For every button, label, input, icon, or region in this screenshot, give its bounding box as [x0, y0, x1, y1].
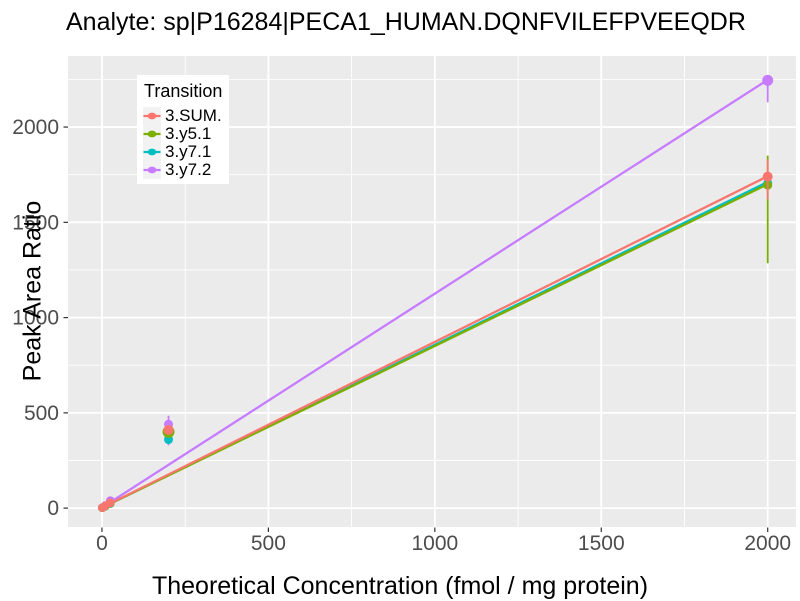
- x-tick-label: 2000: [744, 532, 791, 555]
- y-axis-title: Peak Area Ratio: [18, 200, 47, 382]
- y-tick-label: 2000: [12, 116, 59, 139]
- legend-box: Transition 3.SUM. 3.y5.1 3.y7.1 3.y7.2: [137, 75, 230, 184]
- chart-title: Analyte: sp|P16284|PECA1_HUMAN.DQNFVILEF…: [66, 8, 746, 36]
- major-gridlines: [68, 56, 796, 527]
- series-line-3.SUM.: [101, 175, 769, 509]
- y-tick-label: 1000: [12, 307, 59, 330]
- data-point-3.SUM.: [762, 171, 773, 182]
- legend-key-glyph: [143, 161, 161, 179]
- data-point-3.SUM.: [105, 498, 115, 508]
- x-axis-title: Theoretical Concentration (fmol / mg pro…: [151, 572, 649, 600]
- data-point-3.y7.2: [762, 74, 774, 86]
- x-tick-label: 500: [251, 532, 286, 555]
- axes: 0 500 1000 1500 2000 0 500 1000 1500 2000: [12, 116, 791, 555]
- legend-item-label: 3.SUM.: [165, 106, 222, 125]
- series-line-3.y5.1: [101, 183, 769, 509]
- y-tick-label: 500: [24, 402, 59, 425]
- legend-key-glyph: [143, 125, 161, 143]
- legend-item: 3.y5.1: [143, 124, 222, 143]
- series-line-3.y7.2: [101, 78, 769, 509]
- legend-item-label: 3.y7.1: [165, 142, 212, 161]
- legend-title: Transition: [144, 81, 223, 101]
- x-tick-label: 1000: [411, 532, 458, 555]
- legend-item: 3.y7.2: [143, 160, 222, 179]
- x-tick-label: 1500: [578, 532, 625, 555]
- legend-items: 3.SUM. 3.y5.1 3.y7.1 3.y7.2: [143, 106, 222, 179]
- legend-key-glyph: [143, 143, 161, 161]
- x-tick-label: 0: [96, 532, 108, 555]
- y-tick-label: 1500: [12, 211, 59, 234]
- y-tick-label: 0: [47, 497, 59, 520]
- legend-item-label: 3.y7.2: [165, 160, 212, 179]
- data-points: [97, 74, 774, 513]
- legend-item: 3.SUM.: [143, 106, 222, 125]
- legend-item: 3.y7.1: [143, 142, 222, 161]
- data-point-3.SUM.: [163, 425, 174, 436]
- regression-lines: [101, 78, 769, 509]
- legend-key-glyph: [143, 107, 161, 125]
- legend-item-label: 3.y5.1: [165, 124, 212, 143]
